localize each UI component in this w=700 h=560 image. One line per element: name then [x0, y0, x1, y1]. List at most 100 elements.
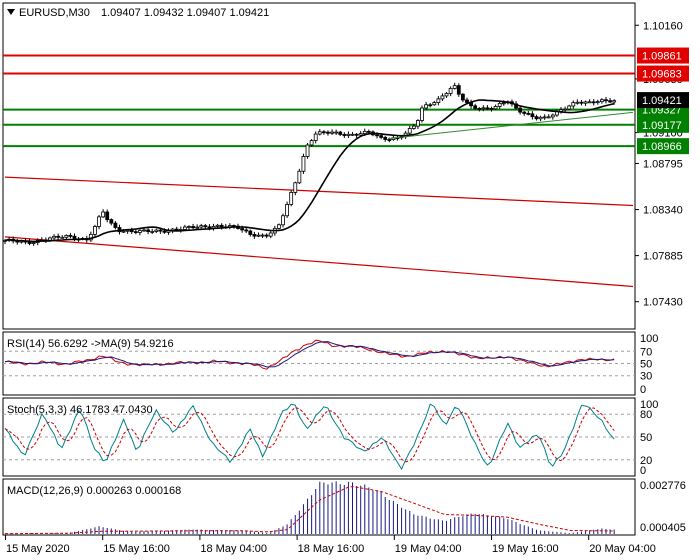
candle[interactable]	[571, 100, 576, 109]
macd-panel[interactable]	[2, 478, 636, 536]
channel-lower-line	[4, 236, 634, 288]
candle[interactable]	[215, 223, 220, 228]
candle[interactable]	[534, 114, 539, 121]
candle[interactable]	[546, 114, 551, 119]
candle[interactable]	[432, 100, 437, 106]
candle[interactable]	[260, 233, 265, 238]
candle[interactable]	[346, 131, 351, 139]
candle[interactable]	[563, 106, 568, 113]
candle[interactable]	[350, 132, 355, 136]
candle[interactable]	[281, 213, 285, 228]
candle[interactable]	[567, 104, 572, 111]
candle[interactable]	[526, 110, 531, 116]
candle-body	[481, 107, 486, 110]
candle[interactable]	[138, 228, 142, 236]
candle[interactable]	[599, 98, 604, 104]
candle[interactable]	[595, 99, 600, 105]
candle[interactable]	[289, 190, 294, 207]
candle[interactable]	[326, 130, 330, 136]
candle[interactable]	[293, 181, 298, 196]
candle[interactable]	[342, 132, 347, 139]
candle[interactable]	[583, 100, 588, 106]
candle[interactable]	[407, 125, 412, 136]
candle-body	[599, 99, 604, 103]
candle[interactable]	[424, 102, 428, 111]
candle[interactable]	[105, 209, 110, 223]
candle[interactable]	[52, 234, 56, 241]
candle[interactable]	[285, 201, 289, 218]
candle[interactable]	[493, 104, 498, 111]
candle[interactable]	[383, 135, 388, 142]
candle[interactable]	[264, 233, 269, 239]
candle[interactable]	[591, 99, 596, 106]
candle[interactable]	[146, 227, 150, 235]
candle[interactable]	[460, 93, 465, 103]
candle[interactable]	[150, 228, 155, 234]
candle[interactable]	[309, 139, 314, 147]
candle[interactable]	[428, 102, 433, 108]
candle[interactable]	[248, 229, 253, 237]
candle[interactable]	[550, 113, 555, 120]
main-price-panel[interactable]	[2, 2, 636, 330]
candle[interactable]	[448, 86, 453, 97]
candle[interactable]	[330, 129, 334, 135]
candle[interactable]	[313, 131, 318, 144]
candle[interactable]	[444, 91, 449, 98]
candle[interactable]	[542, 114, 547, 120]
candle[interactable]	[575, 99, 580, 105]
candle[interactable]	[142, 228, 146, 232]
candle[interactable]	[436, 96, 441, 106]
candle[interactable]	[538, 115, 543, 122]
candle[interactable]	[587, 99, 592, 104]
candle[interactable]	[93, 224, 97, 237]
candle[interactable]	[334, 129, 339, 135]
candle[interactable]	[440, 93, 445, 101]
candle[interactable]	[113, 220, 118, 230]
candle[interactable]	[497, 100, 502, 109]
candle[interactable]	[530, 111, 535, 120]
candle[interactable]	[411, 124, 416, 130]
candle[interactable]	[256, 232, 261, 238]
candle[interactable]	[354, 133, 359, 138]
candle[interactable]	[244, 227, 249, 234]
candle[interactable]	[154, 228, 159, 234]
candle[interactable]	[485, 105, 490, 111]
candle[interactable]	[252, 231, 257, 239]
candle[interactable]	[268, 230, 273, 239]
candle[interactable]	[187, 225, 191, 230]
candle[interactable]	[452, 82, 457, 90]
candle[interactable]	[321, 130, 326, 135]
candle[interactable]	[56, 233, 61, 240]
candle[interactable]	[301, 153, 306, 174]
rsi-tick-label: 50	[640, 359, 652, 371]
candle[interactable]	[203, 223, 208, 229]
candle[interactable]	[97, 214, 101, 230]
candle[interactable]	[317, 129, 322, 136]
candle[interactable]	[604, 97, 608, 104]
candle[interactable]	[195, 224, 200, 230]
candle[interactable]	[420, 105, 424, 123]
candle[interactable]	[109, 218, 114, 226]
candle-body	[485, 107, 490, 110]
candle[interactable]	[522, 110, 527, 116]
candle[interactable]	[416, 119, 420, 129]
candle[interactable]	[305, 143, 310, 159]
symbol-dropdown-icon[interactable]	[7, 9, 15, 15]
candle[interactable]	[297, 168, 302, 185]
candle[interactable]	[60, 235, 65, 239]
candle[interactable]	[277, 223, 281, 230]
candle[interactable]	[481, 105, 486, 112]
candle[interactable]	[473, 103, 478, 110]
candle[interactable]	[579, 100, 584, 106]
candle[interactable]	[68, 232, 73, 239]
candle[interactable]	[518, 105, 523, 115]
stoch-panel[interactable]	[2, 397, 636, 477]
candle[interactable]	[338, 130, 343, 136]
candle[interactable]	[477, 107, 482, 112]
candle[interactable]	[489, 106, 494, 112]
candle[interactable]	[456, 83, 461, 97]
candle[interactable]	[101, 209, 106, 218]
candle[interactable]	[608, 98, 612, 104]
candle-body	[518, 107, 523, 113]
